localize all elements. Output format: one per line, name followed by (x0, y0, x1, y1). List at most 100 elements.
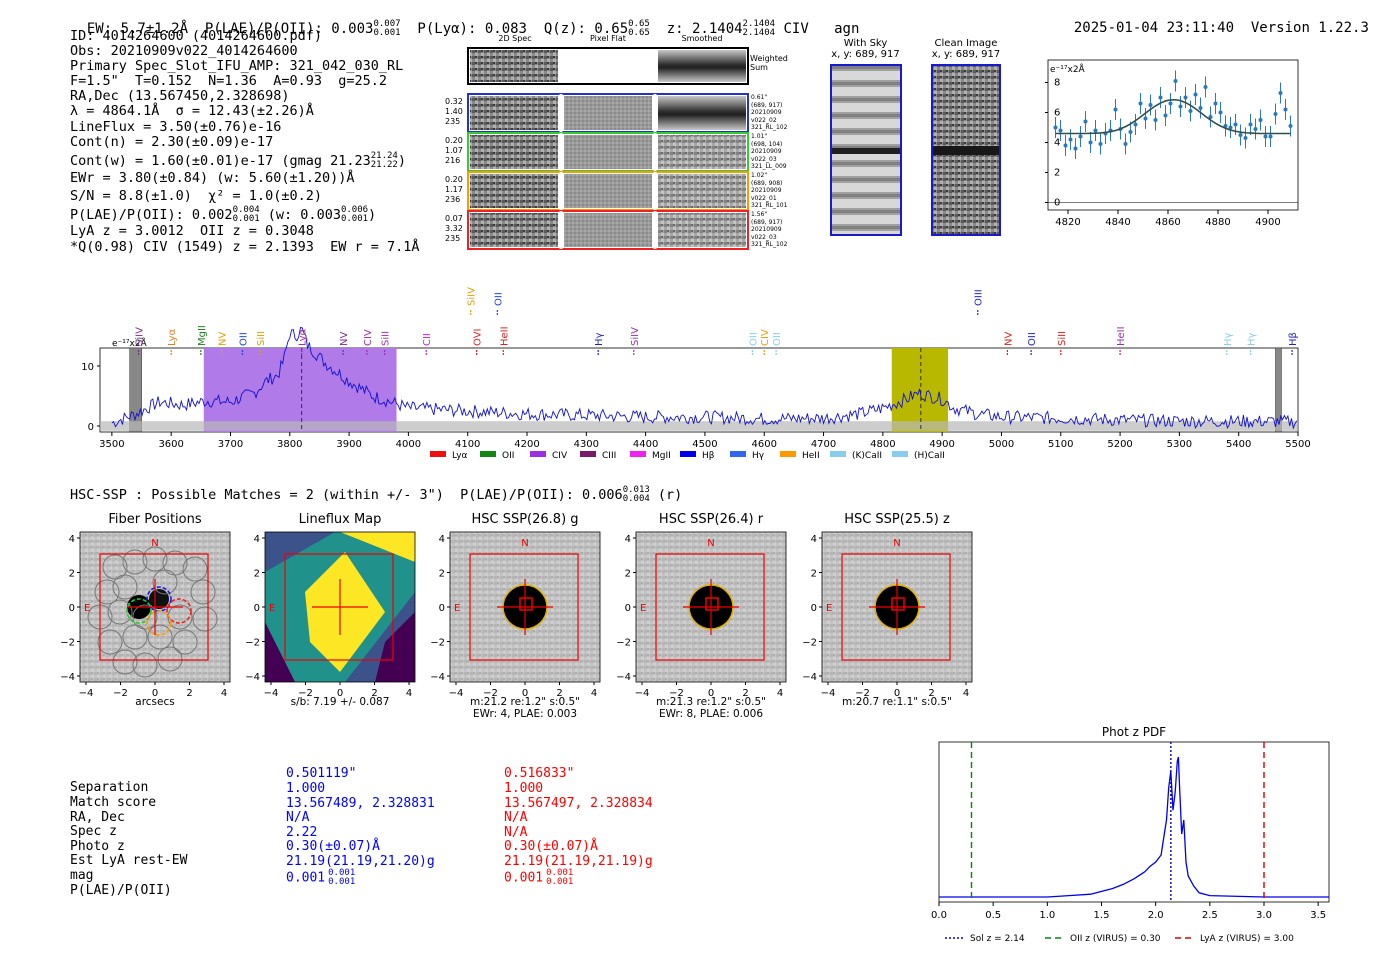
fit-point (1053, 125, 1058, 130)
north-label: N (707, 538, 714, 549)
z-lo: 2.1404 (742, 28, 776, 38)
hsc-ytick-label: 4 (811, 534, 817, 545)
pdf-axes (938, 741, 1330, 903)
fit-point (1148, 103, 1153, 107)
hsc-ytick-label: −2 (245, 638, 260, 649)
fiber-circle (142, 546, 168, 572)
hsc-xtick-label: −2 (298, 688, 313, 698)
fit-xtick-label: 4880 (1205, 217, 1230, 228)
north-label: N (893, 538, 900, 549)
qz-hi: 0.65 (628, 19, 650, 29)
col-pixelflat: Pixel Flat (590, 34, 626, 43)
hsc-ytick-label: 0 (811, 603, 817, 614)
fit-point (1263, 134, 1268, 139)
spec-line-label: SiII (1057, 331, 1068, 346)
cutout-info-line: 1.01" (751, 133, 768, 140)
match-value: 0.516833" (504, 766, 574, 782)
legend-swatch (780, 451, 796, 457)
spec-xtick-label: 4200 (514, 439, 539, 450)
spec-xtick-label: 5000 (989, 439, 1014, 450)
hsc-panel-image: N E 4 2 0 −2 −4 −4 −2 0 2 4 (802, 531, 973, 698)
ew-value: EW: 5.7±1.2Å (86, 21, 189, 37)
weighted-text: Weighted (750, 54, 788, 63)
spec-xtick-label: 3900 (336, 439, 361, 450)
fit-point (1183, 95, 1188, 100)
hsc-box (705, 597, 719, 611)
match-value-text: 0.30(±0.07)Å (286, 839, 380, 854)
cutout-info-line: 0.61" (751, 94, 768, 101)
hsc-search-box (469, 553, 579, 661)
fit-point (1218, 110, 1223, 115)
weighted-sum-label: Weighted Sum (750, 54, 788, 72)
fiber-circle (172, 629, 198, 655)
hsc-search-box (655, 553, 765, 661)
hsc-ytick-label: 0 (254, 603, 260, 614)
fit-point (1253, 127, 1258, 131)
match-label: Spec z (70, 824, 117, 839)
hsc-xtick-label: 4 (777, 688, 783, 698)
hsc-caption-line: m:21.2 re:1.2" s:0.5" (470, 696, 580, 708)
spec-line (111, 326, 1298, 430)
weighted-smoothed (658, 50, 746, 82)
fit-point (1098, 142, 1103, 146)
hsc-panel-image: E 4 2 0 −2 −4 −4 −2 0 2 4 (245, 531, 416, 698)
hsc-ytick-label: 0 (69, 603, 75, 614)
info-lya-z: LyA z = 3.0012 OII z = 0.3048 (70, 223, 314, 239)
legend-swatch (480, 451, 496, 457)
clean-title: Clean Image x, y: 689, 917 (926, 38, 1006, 60)
hsc-search-box (99, 553, 209, 661)
hsc-panel-image: N E 4 2 0 −2 −4 −4 −2 0 2 4 (60, 531, 231, 698)
fiber-circle (190, 579, 216, 605)
pdf-xtick-label: 2.5 (1202, 910, 1218, 921)
legend-swatch (430, 451, 446, 457)
legend-swatch (530, 451, 546, 457)
hsc-xtick-label: 4 (591, 688, 597, 698)
spec-highlight (203, 348, 397, 432)
east-label: E (454, 603, 460, 614)
spec-line-label: OII (238, 332, 249, 346)
spec-line-label: Hγ (1247, 332, 1258, 346)
hsc-caption-line: EWr: 4, PLAE: 0.003 (472, 708, 578, 720)
fit-point (1088, 140, 1093, 145)
fiber-circle (157, 646, 183, 672)
spec-xtick-label: 4900 (929, 439, 954, 450)
cutout-info-line: 321_RL_102 (751, 124, 788, 131)
match-value: 2.22 (286, 825, 317, 841)
plae2-lo: 0.001 (232, 214, 260, 224)
legend-swatch (580, 451, 596, 457)
lineflux-peak (305, 552, 385, 672)
lineflux-peak (340, 532, 415, 562)
cutout-smoothed (658, 135, 746, 169)
spec-line-label: SiIV (135, 327, 146, 346)
info-obs: Obs: 20210909v022_4014264600 (70, 43, 298, 59)
pdf-xtick-label: 1.5 (1094, 910, 1110, 921)
fit-xtick-label: 4820 (1055, 217, 1080, 228)
fit-xtick-label: 4900 (1255, 217, 1280, 228)
plae-w: (w: 0.003 (267, 207, 341, 223)
info-civ: *Q(0.98) CIV (1549) z = 2.1393 EW r = 7.… (70, 239, 420, 255)
fit-point (1278, 91, 1283, 95)
cutout-info-line: 321_RL_101 (751, 202, 788, 209)
match-plae-hi: 0.001 (328, 868, 356, 878)
clean-xy: x, y: 689, 917 (931, 49, 1001, 60)
fit-point (1153, 118, 1158, 122)
hsc-ytick-label: 2 (69, 569, 75, 580)
spec-line-label: HeII (499, 326, 510, 346)
legend-label: Lyα (452, 451, 468, 461)
hsc-box (891, 597, 905, 611)
cutout-info-line: (698, 104) (751, 140, 783, 148)
hsc-ytick-label: −2 (802, 638, 817, 649)
fiber-circle (192, 606, 218, 632)
match-label: Est LyA rest-EW (70, 853, 188, 868)
spec-line-label: MgII (197, 325, 208, 346)
legend-swatch (830, 451, 846, 457)
info-plae: P(LAE)/P(OII): 0.0020.004 0.001 (w: 0.003… (70, 205, 377, 224)
fit-point (1178, 104, 1183, 109)
spec-ylabel: e⁻¹⁷x2Å (112, 337, 148, 349)
spec-line-label: HeII (1116, 326, 1127, 346)
hsc-ytick-label: −4 (245, 672, 260, 683)
hsc-panel-image: N E 4 2 0 −2 −4 −4 −2 0 2 4 (430, 531, 601, 698)
match-value-text: 21.19(21.19,21.20)g (286, 854, 435, 869)
fit-xtick-label: 4840 (1105, 217, 1130, 228)
fit-point (1258, 118, 1263, 122)
